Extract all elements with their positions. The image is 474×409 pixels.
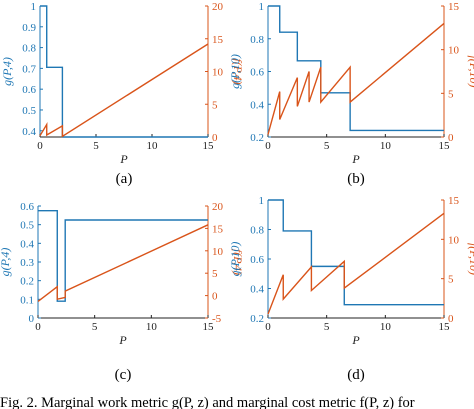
panel-a-x-tick-label: 5 xyxy=(93,140,99,152)
panel-c-left-tick-label: 0.1 xyxy=(20,294,34,306)
panel-a-right-tick-label: 0 xyxy=(212,132,218,144)
panel-d-subplot-label: (d) xyxy=(347,367,365,383)
panel-c-g-series xyxy=(38,209,208,302)
panel-d-ylabel-left: g(P,10) xyxy=(228,242,242,277)
figure-caption: Fig. 2. Marginal work metric g(P, z) and… xyxy=(0,395,415,409)
panel-d-x-tick-label: 15 xyxy=(439,321,451,333)
panel-b-left-tick-label: 0.4 xyxy=(250,99,264,111)
panel-a-x-tick-label: 10 xyxy=(147,140,159,152)
panel-a-left-tick-label: 0.6 xyxy=(22,84,36,96)
panel-d-left-tick-label: 0.6 xyxy=(250,254,264,266)
panel-c-right-tick-label: 5 xyxy=(212,268,218,280)
panel-b-ylabel-left: g(P,10) xyxy=(228,54,242,89)
panel-b-x-tick-label: 0 xyxy=(265,140,271,152)
panel-b-left-tick-label: 0.8 xyxy=(250,34,264,46)
panel-a-x-tick-label: 15 xyxy=(203,140,215,152)
panel-d-right-tick-label: 10 xyxy=(448,234,460,246)
panel-a-ylabel-left: g(P,4) xyxy=(0,57,14,86)
panel-b-right-tick-label: 10 xyxy=(448,45,460,57)
panel-c-left-tick-label: 0 xyxy=(29,313,35,325)
panel-a-left-tick-label: 0.9 xyxy=(22,22,36,34)
panel-a-left-tick-label: 0.7 xyxy=(22,63,36,75)
panel-a-left-tick-label: 0.8 xyxy=(22,43,36,55)
panel-c-left-tick-label: 0.4 xyxy=(20,238,34,250)
panel-a-left-tick-label: 0.5 xyxy=(22,105,36,117)
panel-c-right-tick-label: 10 xyxy=(212,246,224,258)
panel-b-g-series xyxy=(268,5,444,132)
panel-d-right-tick-label: 5 xyxy=(448,274,454,286)
panel-a-x-tick-label: 0 xyxy=(37,140,43,152)
panel-b-left-tick-label: 0.2 xyxy=(250,132,264,144)
panel-c-right-tick-label: -5 xyxy=(212,313,222,325)
panel-c-x-tick-label: 15 xyxy=(203,321,215,333)
panel-b-right-tick-label: 15 xyxy=(448,1,460,13)
panel-a-xlabel: P xyxy=(119,152,128,166)
panel-d-xlabel: P xyxy=(351,333,360,347)
panel-b-subplot-label: (b) xyxy=(347,171,365,187)
panel-b-left-tick-label: 1 xyxy=(259,1,265,13)
panel-d-ylabel-right: f(P,10) xyxy=(467,243,474,275)
panel-c-ylabel-right: f(P,4) xyxy=(231,249,245,275)
panel-d-g-series xyxy=(268,199,444,306)
panel-c-x-tick-label: 0 xyxy=(35,321,41,333)
panel-a-ylabel-right: f(P,4) xyxy=(231,58,245,84)
panel-c-left-tick-label: 0.3 xyxy=(20,257,34,269)
panel-a-left-tick-label: 0.4 xyxy=(22,126,36,138)
panel-d-left-tick-label: 0.4 xyxy=(250,284,264,296)
panel-c-x-tick-label: 10 xyxy=(146,321,158,333)
panel-a-right-tick-label: 10 xyxy=(212,67,224,79)
panel-b-ylabel-right: f(P,10) xyxy=(467,55,474,87)
panel-c-right-tick-label: 15 xyxy=(212,223,224,235)
panel-b-right-tick-label: 0 xyxy=(448,132,454,144)
panel-b-f-series xyxy=(267,22,445,135)
panel-c-right-tick-label: 20 xyxy=(212,201,224,213)
panel-d-f-series xyxy=(267,212,445,315)
panel-b-right-tick-label: 5 xyxy=(448,88,454,100)
panel-a-f-series xyxy=(39,43,209,138)
panel-c-x-tick-label: 5 xyxy=(92,321,98,333)
panel-c-subplot-label: (c) xyxy=(115,367,132,383)
panel-c-left-tick-label: 0.6 xyxy=(20,201,34,213)
panel-d-left-tick-label: 0.8 xyxy=(250,225,264,237)
panel-a-subplot-label: (a) xyxy=(116,171,133,187)
panel-d-x-tick-label: 10 xyxy=(380,321,392,333)
panel-c-f-series xyxy=(37,224,209,302)
panel-a-right-tick-label: 15 xyxy=(212,34,224,46)
panel-d-x-tick-label: 5 xyxy=(324,321,330,333)
panel-a-right-tick-label: 5 xyxy=(212,99,218,111)
panel-c-left-tick-label: 0.2 xyxy=(20,276,34,288)
panel-a-left-tick-label: 1 xyxy=(31,1,37,13)
panel-b-x-tick-label: 10 xyxy=(380,140,392,152)
panel-a-g-series xyxy=(40,5,208,138)
panel-d-right-tick-label: 15 xyxy=(448,195,460,207)
panel-b-left-tick-label: 0.6 xyxy=(250,67,264,79)
panel-c-ylabel-left: g(P,4) xyxy=(0,248,12,277)
panel-c-xlabel: P xyxy=(118,333,127,347)
panel-b-x-tick-label: 5 xyxy=(324,140,330,152)
panel-d-right-tick-label: 0 xyxy=(448,313,454,325)
panel-c-right-tick-label: 0 xyxy=(212,291,218,303)
panel-c-left-tick-label: 0.5 xyxy=(20,220,34,232)
panel-a-right-tick-label: 20 xyxy=(212,1,224,13)
panel-d-left-tick-label: 0.2 xyxy=(250,313,264,325)
panel-d-left-tick-label: 1 xyxy=(259,195,265,207)
panel-b-xlabel: P xyxy=(351,152,360,166)
panel-b-x-tick-label: 15 xyxy=(439,140,451,152)
panel-d-x-tick-label: 0 xyxy=(265,321,271,333)
